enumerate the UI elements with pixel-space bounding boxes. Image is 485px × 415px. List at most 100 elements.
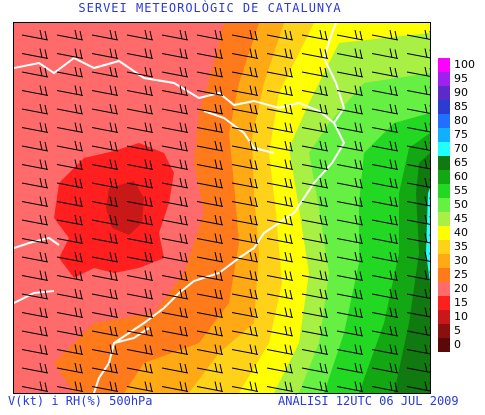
wind-barb	[196, 362, 224, 374]
legend-label: 80	[454, 114, 468, 127]
legend-item: 30	[438, 254, 483, 268]
wind-barb	[266, 66, 294, 78]
legend-item: 60	[438, 170, 483, 184]
wind-barb	[126, 270, 154, 281]
legend-item: 15	[438, 296, 483, 310]
wind-barb	[56, 381, 84, 392]
legend-swatch	[438, 212, 450, 226]
wind-barb	[126, 140, 154, 152]
legend-item: 5	[438, 324, 483, 338]
legend-item: 85	[438, 100, 483, 114]
wind-barb	[371, 177, 399, 189]
wind-barb	[56, 307, 84, 318]
wind-barb	[231, 233, 259, 244]
wind-barb	[231, 288, 259, 300]
legend-swatch	[438, 58, 450, 72]
wind-barb	[301, 122, 329, 133]
legend-swatch	[438, 268, 450, 282]
wind-barb	[406, 29, 430, 40]
wind-barb	[196, 325, 224, 337]
wind-barb	[161, 103, 189, 115]
wind-barb	[196, 140, 224, 152]
wind-barb	[371, 362, 399, 374]
wind-barb	[371, 325, 399, 337]
legend-label: 10	[454, 310, 468, 323]
wind-barb	[21, 159, 49, 170]
wind-barb	[231, 270, 259, 281]
wind-barb	[161, 214, 189, 226]
wind-barb	[231, 103, 259, 115]
legend-item: 95	[438, 72, 483, 86]
wind-barb	[196, 122, 224, 133]
legend-item: 25	[438, 268, 483, 282]
wind-barb	[126, 233, 154, 244]
legend-label: 15	[454, 296, 468, 309]
wind-barb	[371, 307, 399, 318]
wind-barb	[231, 381, 259, 392]
wind-barb	[161, 122, 189, 133]
wind-barb	[126, 48, 154, 59]
wind-barb	[91, 381, 119, 392]
wind-barb	[371, 251, 399, 263]
wind-barb	[196, 288, 224, 300]
wind-barb	[91, 177, 119, 189]
weather-map[interactable]	[13, 22, 431, 394]
wind-barb	[266, 233, 294, 244]
wind-barb	[126, 251, 154, 263]
wind-barb	[406, 233, 430, 244]
wind-barb	[231, 85, 259, 96]
wind-barb	[161, 362, 189, 374]
wind-barb	[301, 270, 329, 281]
wind-barb	[21, 307, 49, 318]
wind-barb	[91, 362, 119, 374]
wind-barb	[161, 66, 189, 78]
wind-barb	[406, 196, 430, 207]
wind-barb	[266, 85, 294, 96]
wind-barb	[161, 325, 189, 337]
field-label: V(kt) i RH(%) 500hPa	[8, 394, 153, 408]
wind-barb	[91, 270, 119, 281]
wind-barb	[21, 233, 49, 244]
wind-barb	[91, 196, 119, 207]
wind-barb	[56, 66, 84, 78]
legend-label: 70	[454, 142, 468, 155]
wind-barb	[266, 214, 294, 226]
wind-barb	[21, 344, 49, 355]
legend-item: 80	[438, 114, 483, 128]
wind-barb	[406, 140, 430, 151]
legend-swatch	[438, 226, 450, 240]
wind-barb	[56, 140, 84, 152]
analysis-label: ANÀLISI 12UTC 06 JUL 2009	[278, 394, 459, 408]
legend-swatch	[438, 72, 450, 86]
wind-barb	[371, 29, 399, 41]
wind-barb	[301, 85, 329, 96]
legend-swatch	[438, 156, 450, 170]
legend-swatch	[438, 324, 450, 338]
legend-label: 85	[454, 100, 468, 113]
wind-barb	[336, 66, 364, 78]
wind-barb	[231, 362, 259, 374]
wind-barb	[161, 140, 189, 152]
wind-barb	[301, 29, 329, 41]
wind-barb	[21, 381, 49, 392]
legend-swatch	[438, 86, 450, 100]
wind-barb	[301, 251, 329, 263]
wind-barb	[231, 29, 259, 41]
wind-barb	[406, 325, 430, 336]
wind-barb	[266, 288, 294, 300]
wind-barb	[336, 140, 364, 152]
wind-barb	[301, 233, 329, 244]
legend-item: 65	[438, 156, 483, 170]
wind-barb	[231, 196, 259, 207]
wind-barb	[336, 103, 364, 115]
legend-item: 90	[438, 86, 483, 100]
wind-barb	[336, 362, 364, 374]
wind-barb	[126, 196, 154, 207]
wind-barb	[126, 307, 154, 318]
legend-label: 75	[454, 128, 468, 141]
wind-barb	[266, 362, 294, 374]
wind-barb	[301, 103, 329, 115]
wind-barb	[301, 48, 329, 59]
legend-label: 65	[454, 156, 468, 169]
wind-barb	[196, 177, 224, 189]
